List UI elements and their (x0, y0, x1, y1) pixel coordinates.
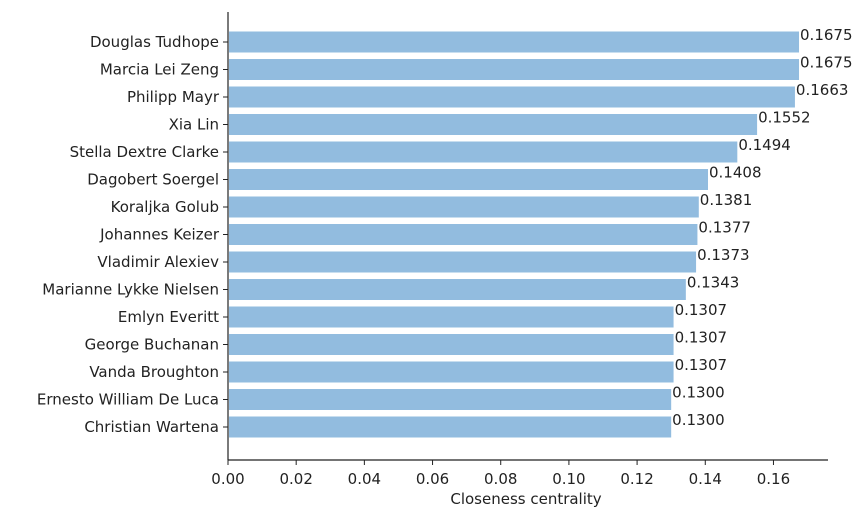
x-tick-label: 0.04 (348, 470, 381, 488)
x-tick-label: 0.14 (689, 470, 722, 488)
category-label: Xia Lin (169, 116, 219, 134)
x-tick-label: 0.06 (416, 470, 449, 488)
category-label: Christian Wartena (84, 418, 219, 436)
bar (229, 59, 800, 80)
bar-value-label: 0.1300 (672, 384, 725, 402)
x-axis-label: Closeness centrality (450, 490, 601, 508)
bar-value-label: 0.1373 (697, 246, 750, 264)
category-label: Dagobert Soergel (87, 171, 219, 189)
bar-value-label: 0.1343 (687, 274, 740, 292)
bar (229, 86, 795, 108)
x-tick-label: 0.08 (484, 470, 517, 488)
y-ticks-group (223, 41, 228, 428)
bar-value-label: 0.1494 (738, 136, 791, 154)
x-tick-label: 0.12 (620, 470, 653, 488)
bar (229, 169, 708, 190)
bars-group (229, 31, 800, 438)
category-label: Koraljka Golub (111, 198, 219, 216)
bar (229, 251, 697, 273)
bar (229, 196, 699, 218)
category-label: Marianne Lykke Nielsen (42, 281, 219, 299)
bar (229, 279, 686, 300)
value-labels-group: 0.1675 0.1675 0.1663 0.1552 0.1494 0.1408 0.13… (672, 26, 852, 429)
bar (229, 361, 674, 383)
x-tick-label: 0.16 (757, 470, 790, 488)
bar-value-label: 0.1381 (700, 191, 753, 209)
category-label: Ernesto William De Luca (37, 391, 219, 409)
bar-value-label: 0.1675 (800, 26, 853, 44)
bar (229, 334, 674, 355)
category-label: Emlyn Everitt (118, 308, 219, 326)
bar-value-label: 0.1377 (698, 219, 751, 237)
bar (229, 114, 758, 135)
bar (229, 224, 698, 245)
bar-value-label: 0.1408 (709, 164, 762, 182)
category-label: Vladimir Alexiev (97, 253, 219, 271)
bar (229, 389, 672, 410)
x-ticks-group: 0.00 0.02 0.04 0.06 0.08 0.10 0.12 0.14 0.16 (211, 460, 790, 488)
x-tick-label: 0.10 (552, 470, 585, 488)
bar (229, 141, 738, 163)
category-label: George Buchanan (85, 336, 219, 354)
bar-value-label: 0.1300 (672, 411, 725, 429)
category-label: Philipp Mayr (127, 88, 220, 106)
category-label: Douglas Tudhope (90, 33, 219, 51)
bar-value-label: 0.1552 (758, 109, 811, 127)
bar (229, 416, 672, 438)
x-tick-label: 0.02 (279, 470, 312, 488)
category-label: Marcia Lei Zeng (100, 61, 219, 79)
bar-value-label: 0.1663 (796, 81, 849, 99)
bar-value-label: 0.1307 (675, 356, 728, 374)
bar-value-label: 0.1675 (800, 54, 853, 72)
category-label: Johannes Keizer (99, 226, 220, 244)
bar-value-label: 0.1307 (675, 301, 728, 319)
category-label: Vanda Broughton (89, 363, 219, 381)
bar-value-label: 0.1307 (675, 329, 728, 347)
x-tick-label: 0.00 (211, 470, 244, 488)
bar (229, 31, 800, 53)
bar (229, 306, 674, 328)
category-labels-group: Douglas Tudhope Marcia Lei Zeng Philipp Ma… (37, 33, 220, 436)
category-label: Stella Dextre Clarke (70, 143, 219, 161)
